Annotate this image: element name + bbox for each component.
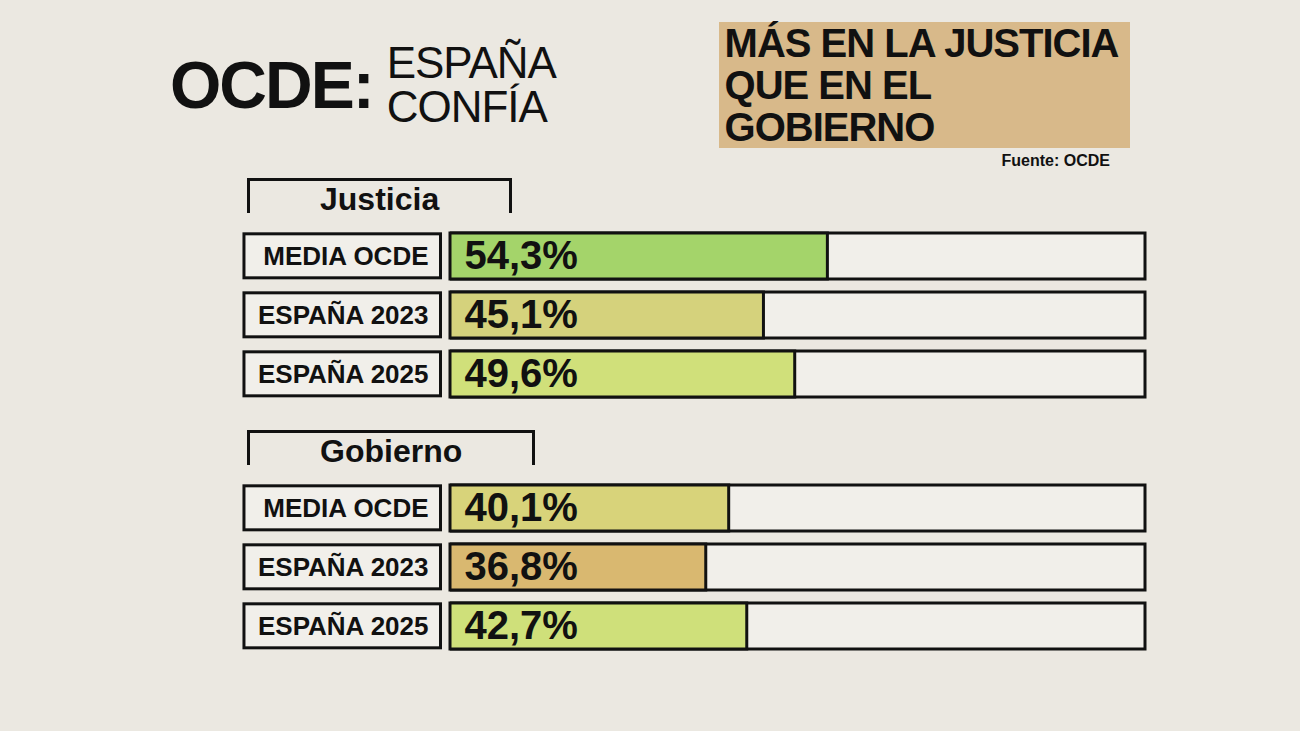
svg-text:ESPAÑA 2023: ESPAÑA 2023 <box>258 300 429 330</box>
html-text:QUE EN EL GOBIERNO: QUE EN EL GOBIERNO <box>724 63 935 149</box>
svg-text:ESPAÑA 2023: ESPAÑA 2023 <box>258 552 429 582</box>
html-text:MÁS EN LA JUSTICIA: MÁS EN LA JUSTICIA <box>724 21 1119 65</box>
svg-text:36,8%: 36,8% <box>465 544 578 588</box>
svg-text:49,6%: 49,6% <box>465 351 578 395</box>
svg-text:45,1%: 45,1% <box>465 292 578 336</box>
svg-text:54,3%: 54,3% <box>465 233 578 277</box>
svg-text:MEDIA OCDE: MEDIA OCDE <box>263 241 428 271</box>
svg-text:40,1%: 40,1% <box>465 485 578 529</box>
html-text:Fuente: OCDE: Fuente: OCDE <box>1001 152 1110 169</box>
svg-text:MEDIA OCDE: MEDIA OCDE <box>263 493 428 523</box>
svg-text:ESPAÑA 2025: ESPAÑA 2025 <box>258 359 429 389</box>
svg-text:ESPAÑA 2025: ESPAÑA 2025 <box>258 611 429 641</box>
html-text:OCDE: ESPAÑA CONFÍA: OCDE: ESPAÑA CONFÍA <box>170 38 554 131</box>
html-text:Justicia: Justicia <box>320 181 440 217</box>
html-text:Gobierno: Gobierno <box>320 433 463 469</box>
svg-text:42,7%: 42,7% <box>465 603 578 647</box>
